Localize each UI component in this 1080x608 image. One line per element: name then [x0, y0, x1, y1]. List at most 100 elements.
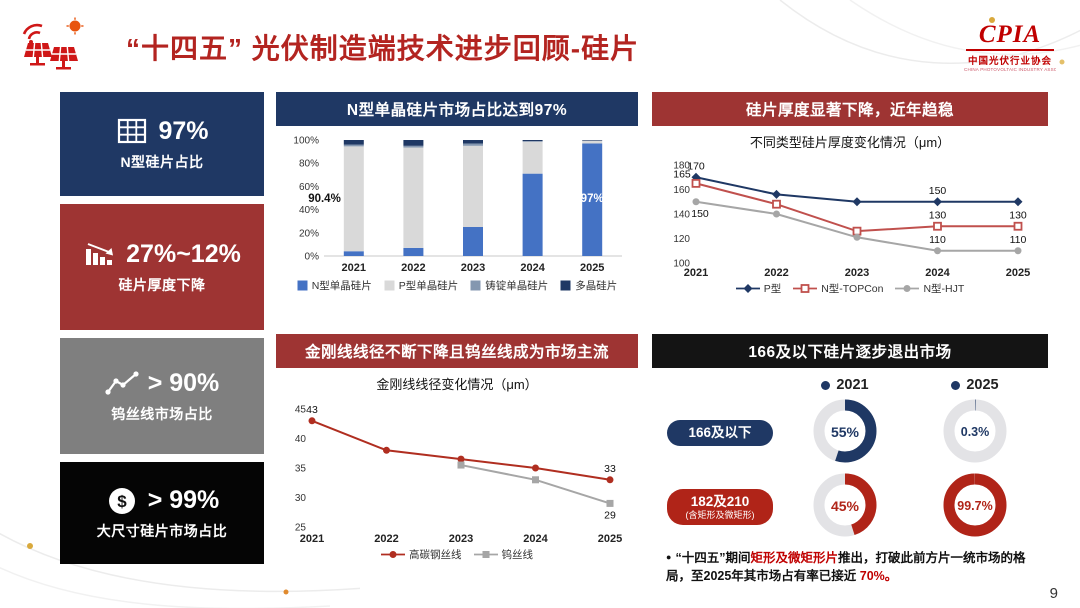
svg-text:40: 40: [295, 434, 307, 445]
page-number: 9: [1049, 585, 1058, 602]
sidebar: 97% N型硅片占比 27%~12% 硅片厚度下降 > 90% 钨丝线市场占比 $ > 99%…: [60, 92, 264, 578]
panel-thickness-body: 不同类型硅片厚度变化情况（μm） 100 120 140 160 180 2021 2022…: [652, 126, 1048, 318]
stat-row: 97%: [115, 117, 209, 147]
svg-text:150: 150: [691, 208, 709, 220]
legend-label: 钨丝线: [501, 549, 534, 561]
svg-text:0%: 0%: [305, 252, 320, 263]
n-share-legend: N型单晶硅片 P型单晶硅片 铸锭单晶硅片 多晶硅片: [297, 278, 618, 293]
svg-text:2022: 2022: [764, 267, 788, 279]
thickness-legend: P型 N型-TOPCon N型-HJT: [735, 281, 964, 296]
svg-text:110: 110: [929, 234, 946, 246]
year-label: 2021: [836, 377, 869, 393]
donut-chart: 55%: [813, 399, 877, 462]
year-label: 2025: [966, 377, 999, 393]
note-segment: “十四五”期间: [675, 551, 751, 565]
donut-chart: 99.7%: [943, 473, 1007, 536]
svg-text:0.3%: 0.3%: [961, 425, 990, 439]
stat-card-1: 97% N型硅片占比: [60, 92, 264, 196]
bullet-icon: ●: [666, 552, 672, 562]
stat-value: > 99%: [147, 486, 220, 514]
pill-cell: 182及210 (含矩形及微矩形): [667, 489, 773, 525]
thickness-line-chart: 100 120 140 160 180 2021 2022 2023 2024 2025 170 15…: [673, 160, 1030, 279]
wafer-size-pill: 166及以下: [667, 420, 773, 446]
panel-n-share-body: 0% 20% 40% 60% 80% 100% 2021 2022 2023 2024 2025 90…: [276, 126, 638, 318]
wire-chart-title: 金刚线线径变化情况（μm）: [376, 377, 538, 392]
stat-label: N型硅片占比: [120, 153, 204, 170]
donut-chart: 45%: [813, 473, 877, 536]
svg-text:2021: 2021: [684, 267, 708, 279]
legend-label: N型单晶硅片: [311, 280, 372, 292]
legend-item: P型: [735, 281, 782, 296]
legend-label: P型单晶硅片: [398, 280, 459, 292]
thickness-chart-title: 不同类型硅片厚度变化情况（μm）: [749, 135, 951, 150]
legend-item: 高碳钢丝线: [381, 547, 462, 562]
stat-row: 27%~12%: [83, 240, 241, 270]
svg-text:35: 35: [295, 464, 307, 475]
stat-label: 钨丝线市场占比: [111, 405, 213, 422]
n-share-stacked-bar-chart: 0% 20% 40% 60% 80% 100% 2021 2022 2023 2024 2025 90…: [293, 136, 622, 274]
svg-text:2021: 2021: [300, 533, 324, 545]
svg-text:45%: 45%: [831, 498, 860, 514]
svg-text:80%: 80%: [299, 159, 319, 170]
wafer-size-pill: 182及210 (含矩形及微矩形): [667, 489, 773, 525]
decline-chart-icon: [86, 242, 114, 265]
svg-text:60%: 60%: [299, 182, 319, 193]
svg-text:2022: 2022: [374, 533, 398, 545]
legend-label: 高碳钢丝线: [409, 549, 462, 561]
legend-swatch: [560, 280, 571, 291]
svg-text:165: 165: [673, 168, 691, 180]
legend-label: P型: [763, 283, 782, 295]
svg-text:29: 29: [604, 509, 616, 521]
stat-value: > 90%: [147, 369, 220, 397]
legend-label: 多晶硅片: [575, 280, 618, 292]
legend-item: 铸锭单晶硅片: [470, 278, 548, 293]
svg-text:43: 43: [306, 404, 318, 416]
svg-text:2022: 2022: [401, 262, 425, 274]
cpia-underline: [966, 49, 1054, 51]
donut-column-year: 2021: [821, 377, 869, 393]
svg-text:180: 180: [673, 161, 690, 172]
svg-text:110: 110: [1010, 234, 1027, 246]
grid-icon: [118, 118, 147, 143]
legend-label: N型-TOPCon: [821, 283, 884, 295]
stat-value: 27%~12%: [126, 240, 241, 268]
wire-legend: 高碳钢丝线 钨丝线: [381, 547, 533, 562]
svg-text:25: 25: [295, 523, 307, 534]
stat-value: 97%: [158, 117, 209, 145]
pill-cell: 166及以下: [667, 420, 773, 446]
dollar-icon: $: [108, 487, 135, 514]
panel-exit-title: 166及以下硅片逐步退出市场: [652, 334, 1048, 368]
slide-header: “十四五” 光伏制造端技术进步回顾-硅片 CPIA 中国光伏行业协会 CHINA…: [0, 0, 1080, 86]
svg-text:90.4%: 90.4%: [308, 193, 341, 205]
donut-cell: 55%: [811, 397, 879, 470]
svg-text:150: 150: [929, 185, 947, 197]
wire-line-chart: 25 30 35 40 45 2021 2022 2023 2024 2025 43 33 29: [295, 404, 622, 545]
legend-swatch: [735, 284, 760, 293]
svg-text:2023: 2023: [449, 533, 473, 545]
year-dot-icon: [951, 380, 961, 390]
stat-card-3: > 90% 钨丝线市场占比: [60, 338, 264, 454]
cpia-org-text: 中国光伏行业协会: [967, 56, 1052, 67]
panel-wire-body: 金刚线线径变化情况（μm） 25 30 35 40 45 2021 2022 2023 2024…: [276, 368, 638, 578]
legend-swatch: [895, 285, 920, 292]
svg-text:100: 100: [673, 259, 690, 270]
legend-swatch: [381, 551, 405, 558]
svg-text:2024: 2024: [925, 267, 950, 279]
panel-exit-body: 2021 2025 166及以下 55% 0.3% 182及210 (含矩形及微矩形) 45%…: [652, 368, 1048, 583]
panel-wire: 金刚线线径不断下降且钨丝线成为市场主流 金刚线线径变化情况（μm） 25 30 35…: [276, 334, 638, 578]
svg-text:170: 170: [687, 160, 705, 172]
cpia-logo: CPIA 中国光伏行业协会 CHINA PHOTOVOLTAIC INDUSTR…: [964, 22, 1056, 72]
main-grid: N型单晶硅片市场占比达到97% 0% 20% 40% 60% 80% 100% 2021 20…: [276, 92, 1048, 583]
svg-text:2021: 2021: [342, 262, 366, 274]
svg-text:120: 120: [673, 234, 690, 245]
donut-cell: 45%: [811, 471, 879, 544]
legend-swatch: [473, 551, 498, 558]
svg-text:2025: 2025: [580, 262, 604, 274]
wafer-size-donut-grid: 2021 2025 166及以下 55% 0.3% 182及210 (含矩形及微矩形) 45%…: [652, 374, 1048, 544]
donut-column-year: 2025: [951, 377, 999, 393]
donut-cell: 0.3%: [941, 397, 1009, 470]
svg-text:20%: 20%: [299, 228, 319, 239]
panel-n-share-title: N型单晶硅片市场占比达到97%: [276, 92, 638, 126]
svg-text:2023: 2023: [461, 262, 485, 274]
panel-wire-title: 金刚线线径不断下降且钨丝线成为市场主流: [276, 334, 638, 368]
